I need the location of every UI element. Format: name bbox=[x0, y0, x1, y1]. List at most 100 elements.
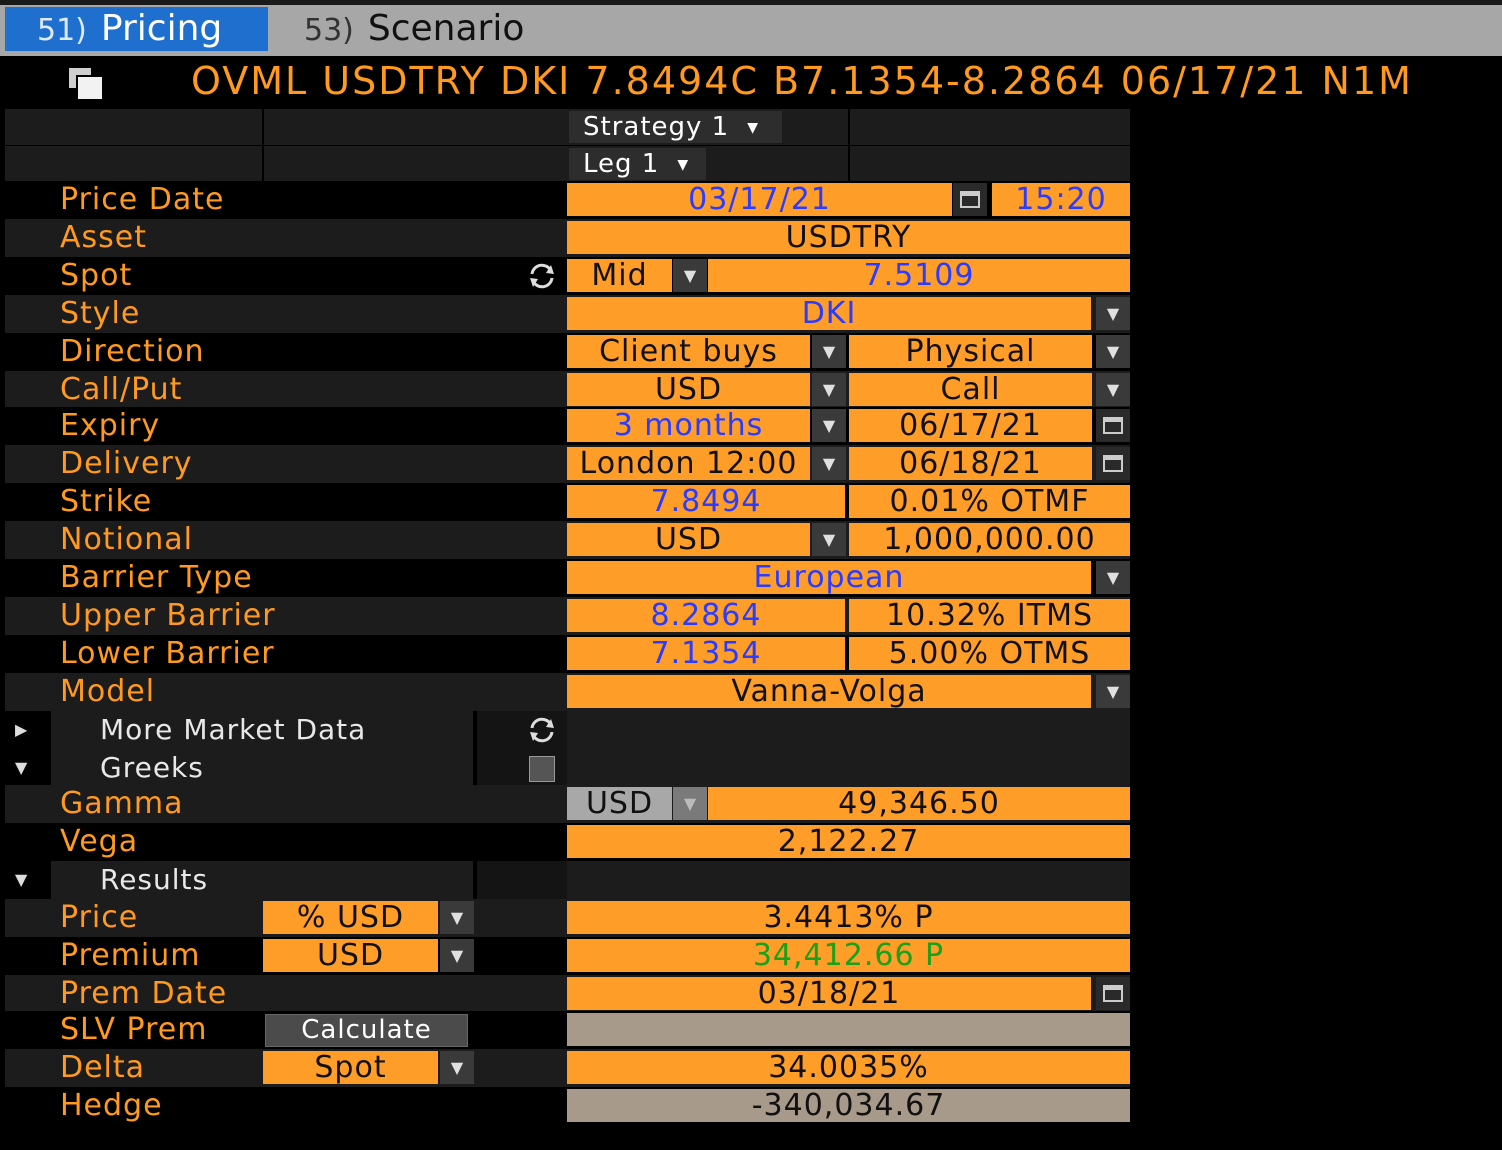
style-dropdown[interactable]: ▼ bbox=[1096, 297, 1130, 330]
premium-unit-dropdown[interactable]: ▼ bbox=[440, 939, 474, 972]
section-results[interactable]: ▼ Results bbox=[5, 861, 1130, 899]
notional-ccy-dropdown[interactable]: ▼ bbox=[812, 523, 846, 556]
calendar-icon[interactable] bbox=[1096, 409, 1130, 442]
label-strike: Strike bbox=[60, 484, 153, 519]
delta-unit-dropdown[interactable]: ▼ bbox=[440, 1051, 474, 1084]
delivery-cut-select[interactable]: London 12:00 bbox=[567, 447, 810, 480]
calculate-button[interactable]: Calculate bbox=[265, 1014, 468, 1047]
callput-select[interactable]: Call bbox=[849, 373, 1092, 406]
upper-barrier-input[interactable]: 8.2864 bbox=[567, 599, 845, 632]
delivery-cut-dropdown[interactable]: ▼ bbox=[812, 447, 846, 480]
expiry-tenor-select[interactable]: 3 months bbox=[567, 409, 810, 442]
row-price: Price % USD ▼ 3.4413% P bbox=[5, 899, 1130, 937]
premium-value: 34,412.66 P bbox=[567, 939, 1130, 972]
leg-selector[interactable]: Leg 1 ▼ bbox=[569, 148, 706, 180]
notional-input[interactable]: 1,000,000.00 bbox=[849, 523, 1130, 556]
delta-value: 34.0035% bbox=[567, 1051, 1130, 1084]
label-lower-barrier: Lower Barrier bbox=[60, 636, 275, 671]
slv-prem-value bbox=[567, 1013, 1130, 1046]
row-expiry: Expiry 3 months ▼ 06/17/21 bbox=[5, 407, 1130, 445]
section-fill bbox=[567, 861, 1130, 899]
chevron-right-icon[interactable]: ▶ bbox=[15, 720, 28, 739]
ticker-header: OVML USDTRY DKI 7.8494C B7.1354-8.2864 0… bbox=[5, 56, 1502, 106]
prem-date-input[interactable]: 03/18/21 bbox=[567, 977, 1091, 1010]
notional-ccy-select[interactable]: USD bbox=[567, 523, 810, 556]
callput-dropdown[interactable]: ▼ bbox=[1096, 373, 1130, 406]
hedge-value: -340,034.67 bbox=[567, 1089, 1130, 1122]
barrier-type-select[interactable]: European bbox=[567, 561, 1091, 594]
label-style: Style bbox=[60, 296, 141, 331]
direction-dropdown[interactable]: ▼ bbox=[812, 335, 846, 368]
premium-unit-select[interactable]: USD bbox=[263, 939, 438, 972]
strike-moneyness[interactable]: 0.01% OTMF bbox=[849, 485, 1130, 518]
expiry-tenor-dropdown[interactable]: ▼ bbox=[812, 409, 846, 442]
chevron-down-icon: ▼ bbox=[450, 908, 464, 927]
chevron-down-icon: ▼ bbox=[1106, 380, 1120, 399]
calendar-icon[interactable] bbox=[1096, 977, 1130, 1010]
tab-scenario[interactable]: 53) Scenario bbox=[296, 7, 596, 51]
label-delivery: Delivery bbox=[60, 446, 193, 481]
spot-side-select[interactable]: Mid bbox=[567, 259, 672, 292]
tab-pricing-label: Pricing bbox=[100, 8, 223, 49]
section-greeks[interactable]: ▼ Greeks bbox=[5, 749, 1130, 787]
upper-barrier-moneyness[interactable]: 10.32% ITMS bbox=[849, 599, 1130, 632]
price-value: 3.4413% P bbox=[567, 901, 1130, 934]
price-date-input[interactable]: 03/17/21 bbox=[567, 183, 952, 216]
calendar-icon[interactable] bbox=[953, 183, 987, 216]
spot-input[interactable]: 7.5109 bbox=[708, 259, 1130, 292]
settlement-select[interactable]: Physical bbox=[849, 335, 1092, 368]
direction-select[interactable]: Client buys bbox=[567, 335, 810, 368]
strategy-selector[interactable]: Strategy 1 ▼ bbox=[569, 111, 782, 143]
label-price-date: Price Date bbox=[60, 182, 225, 217]
strategy-label: Strategy 1 bbox=[583, 112, 730, 142]
gamma-ccy-dropdown[interactable]: ▼ bbox=[673, 787, 707, 820]
chevron-down-icon: ▼ bbox=[450, 946, 464, 965]
calendar-icon[interactable] bbox=[1096, 447, 1130, 480]
row-delta: Delta Spot ▼ 34.0035% bbox=[5, 1049, 1130, 1087]
price-time-input[interactable]: 15:20 bbox=[992, 183, 1130, 216]
row-hedge: Hedge -340,034.67 bbox=[5, 1087, 1130, 1125]
label-callput: Call/Put bbox=[60, 372, 183, 407]
price-unit-dropdown[interactable]: ▼ bbox=[440, 901, 474, 934]
section-more-market-data[interactable]: ▶ More Market Data bbox=[5, 711, 1130, 749]
header-title: OVML USDTRY DKI 7.8494C B7.1354-8.2864 0… bbox=[191, 59, 1413, 103]
column-divider bbox=[262, 109, 264, 145]
tab-pricing[interactable]: 51) Pricing bbox=[5, 7, 268, 51]
row-slv-prem: SLV Prem Calculate bbox=[5, 1011, 1130, 1049]
callput-ccy-select[interactable]: USD bbox=[567, 373, 810, 406]
label-model: Model bbox=[60, 674, 156, 709]
strike-input[interactable]: 7.8494 bbox=[567, 485, 845, 518]
asset-input[interactable]: USDTRY bbox=[567, 221, 1130, 254]
section-fill bbox=[567, 749, 1130, 787]
gamma-ccy-select[interactable]: USD bbox=[567, 787, 672, 820]
spot-side-dropdown[interactable]: ▼ bbox=[673, 259, 707, 292]
chevron-down-icon[interactable]: ▼ bbox=[15, 758, 28, 777]
section-spacer bbox=[477, 711, 567, 749]
price-unit-select[interactable]: % USD bbox=[263, 901, 438, 934]
callput-ccy-dropdown[interactable]: ▼ bbox=[812, 373, 846, 406]
style-select[interactable]: DKI bbox=[567, 297, 1091, 330]
delta-unit-select[interactable]: Spot bbox=[263, 1051, 438, 1084]
row-prem-date: Prem Date 03/18/21 bbox=[5, 975, 1130, 1013]
label-delta: Delta bbox=[60, 1050, 146, 1085]
expiry-date-input[interactable]: 06/17/21 bbox=[849, 409, 1092, 442]
chevron-down-icon[interactable]: ▼ bbox=[15, 870, 28, 889]
label-vega: Vega bbox=[60, 824, 139, 859]
settlement-dropdown[interactable]: ▼ bbox=[1096, 335, 1130, 368]
window-stack-icon[interactable] bbox=[67, 66, 107, 102]
row-price-date: Price Date 03/17/21 15:20 bbox=[5, 181, 1130, 219]
delivery-date-input[interactable]: 06/18/21 bbox=[849, 447, 1092, 480]
tab-bar-top-edge bbox=[0, 0, 1502, 5]
lower-barrier-moneyness[interactable]: 5.00% OTMS bbox=[849, 637, 1130, 670]
greeks-checkbox[interactable] bbox=[529, 756, 555, 782]
refresh-icon[interactable] bbox=[527, 262, 557, 294]
gamma-value: 49,346.50 bbox=[708, 787, 1130, 820]
lower-barrier-input[interactable]: 7.1354 bbox=[567, 637, 845, 670]
refresh-icon[interactable] bbox=[527, 716, 557, 748]
row-callput: Call/Put USD ▼ Call ▼ bbox=[5, 371, 1130, 409]
label-direction: Direction bbox=[60, 334, 205, 369]
label-slv-prem: SLV Prem bbox=[60, 1012, 208, 1047]
barrier-type-dropdown[interactable]: ▼ bbox=[1096, 561, 1130, 594]
model-select[interactable]: Vanna-Volga bbox=[567, 675, 1091, 708]
model-dropdown[interactable]: ▼ bbox=[1096, 675, 1130, 708]
